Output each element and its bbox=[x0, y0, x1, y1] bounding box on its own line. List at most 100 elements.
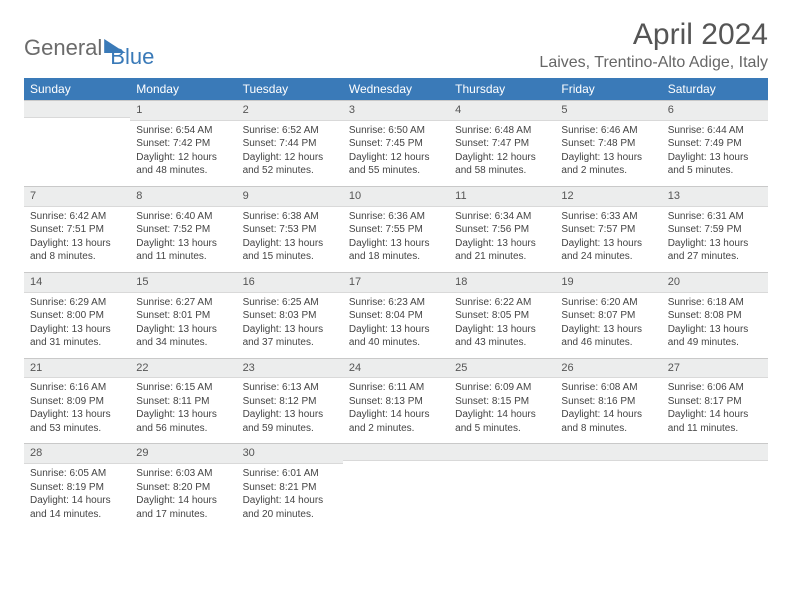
day-number: 21 bbox=[24, 358, 130, 379]
sunrise-text: Sunrise: 6:29 AM bbox=[30, 296, 124, 310]
weekday-fri: Friday bbox=[555, 78, 661, 100]
weekday-tue: Tuesday bbox=[237, 78, 343, 100]
day-body: Sunrise: 6:15 AMSunset: 8:11 PMDaylight:… bbox=[130, 378, 236, 443]
day-number: 14 bbox=[24, 272, 130, 293]
day-number: 11 bbox=[449, 186, 555, 207]
title-block: April 2024 Laives, Trentino-Alto Adige, … bbox=[539, 18, 768, 72]
day-body: Sunrise: 6:09 AMSunset: 8:15 PMDaylight:… bbox=[449, 378, 555, 443]
daylight-text: Daylight: 13 hours and 8 minutes. bbox=[30, 237, 124, 264]
day-cell: 18Sunrise: 6:22 AMSunset: 8:05 PMDayligh… bbox=[449, 272, 555, 358]
daylight-text: Daylight: 14 hours and 2 minutes. bbox=[349, 408, 443, 435]
day-cell: 26Sunrise: 6:08 AMSunset: 8:16 PMDayligh… bbox=[555, 358, 661, 444]
daylight-text: Daylight: 13 hours and 56 minutes. bbox=[136, 408, 230, 435]
sunset-text: Sunset: 8:21 PM bbox=[243, 481, 337, 495]
week-row: 7Sunrise: 6:42 AMSunset: 7:51 PMDaylight… bbox=[24, 186, 768, 272]
day-body bbox=[662, 461, 768, 519]
sunrise-text: Sunrise: 6:09 AM bbox=[455, 381, 549, 395]
day-number: 5 bbox=[555, 100, 661, 121]
day-cell: 4Sunrise: 6:48 AMSunset: 7:47 PMDaylight… bbox=[449, 100, 555, 186]
day-number: 1 bbox=[130, 100, 236, 121]
sunset-text: Sunset: 8:08 PM bbox=[668, 309, 762, 323]
week-row: 14Sunrise: 6:29 AMSunset: 8:00 PMDayligh… bbox=[24, 272, 768, 358]
sunset-text: Sunset: 7:45 PM bbox=[349, 137, 443, 151]
day-body: Sunrise: 6:34 AMSunset: 7:56 PMDaylight:… bbox=[449, 207, 555, 272]
week-row: 28Sunrise: 6:05 AMSunset: 8:19 PMDayligh… bbox=[24, 443, 768, 529]
sunrise-text: Sunrise: 6:54 AM bbox=[136, 124, 230, 138]
day-number: 4 bbox=[449, 100, 555, 121]
sunset-text: Sunset: 7:53 PM bbox=[243, 223, 337, 237]
daylight-text: Daylight: 14 hours and 20 minutes. bbox=[243, 494, 337, 521]
day-body: Sunrise: 6:42 AMSunset: 7:51 PMDaylight:… bbox=[24, 207, 130, 272]
sunrise-text: Sunrise: 6:48 AM bbox=[455, 124, 549, 138]
day-body: Sunrise: 6:29 AMSunset: 8:00 PMDaylight:… bbox=[24, 293, 130, 358]
day-cell: 12Sunrise: 6:33 AMSunset: 7:57 PMDayligh… bbox=[555, 186, 661, 272]
daylight-text: Daylight: 14 hours and 11 minutes. bbox=[668, 408, 762, 435]
sunrise-text: Sunrise: 6:42 AM bbox=[30, 210, 124, 224]
daylight-text: Daylight: 13 hours and 34 minutes. bbox=[136, 323, 230, 350]
day-body: Sunrise: 6:27 AMSunset: 8:01 PMDaylight:… bbox=[130, 293, 236, 358]
day-cell: 8Sunrise: 6:40 AMSunset: 7:52 PMDaylight… bbox=[130, 186, 236, 272]
day-cell: 20Sunrise: 6:18 AMSunset: 8:08 PMDayligh… bbox=[662, 272, 768, 358]
daylight-text: Daylight: 13 hours and 21 minutes. bbox=[455, 237, 549, 264]
logo-text-general: General bbox=[24, 35, 102, 61]
daylight-text: Daylight: 14 hours and 14 minutes. bbox=[30, 494, 124, 521]
logo-triangle-icon bbox=[104, 39, 126, 53]
day-cell: 13Sunrise: 6:31 AMSunset: 7:59 PMDayligh… bbox=[662, 186, 768, 272]
day-cell: 27Sunrise: 6:06 AMSunset: 8:17 PMDayligh… bbox=[662, 358, 768, 444]
sunrise-text: Sunrise: 6:11 AM bbox=[349, 381, 443, 395]
sunset-text: Sunset: 8:00 PM bbox=[30, 309, 124, 323]
day-body: Sunrise: 6:13 AMSunset: 8:12 PMDaylight:… bbox=[237, 378, 343, 443]
sunset-text: Sunset: 7:56 PM bbox=[455, 223, 549, 237]
sunrise-text: Sunrise: 6:16 AM bbox=[30, 381, 124, 395]
week-row: 1Sunrise: 6:54 AMSunset: 7:42 PMDaylight… bbox=[24, 100, 768, 186]
sunrise-text: Sunrise: 6:40 AM bbox=[136, 210, 230, 224]
day-number: 12 bbox=[555, 186, 661, 207]
day-body: Sunrise: 6:54 AMSunset: 7:42 PMDaylight:… bbox=[130, 121, 236, 186]
day-body: Sunrise: 6:18 AMSunset: 8:08 PMDaylight:… bbox=[662, 293, 768, 358]
day-body bbox=[555, 461, 661, 519]
day-cell: 21Sunrise: 6:16 AMSunset: 8:09 PMDayligh… bbox=[24, 358, 130, 444]
sunrise-text: Sunrise: 6:18 AM bbox=[668, 296, 762, 310]
day-body: Sunrise: 6:40 AMSunset: 7:52 PMDaylight:… bbox=[130, 207, 236, 272]
day-cell: 19Sunrise: 6:20 AMSunset: 8:07 PMDayligh… bbox=[555, 272, 661, 358]
day-number: 2 bbox=[237, 100, 343, 121]
logo: General Blue bbox=[24, 26, 154, 70]
day-cell: 14Sunrise: 6:29 AMSunset: 8:00 PMDayligh… bbox=[24, 272, 130, 358]
sunset-text: Sunset: 8:09 PM bbox=[30, 395, 124, 409]
location-subtitle: Laives, Trentino-Alto Adige, Italy bbox=[539, 54, 768, 72]
day-number: 10 bbox=[343, 186, 449, 207]
day-cell: 2Sunrise: 6:52 AMSunset: 7:44 PMDaylight… bbox=[237, 100, 343, 186]
day-body bbox=[449, 461, 555, 519]
day-number bbox=[449, 443, 555, 461]
sunrise-text: Sunrise: 6:27 AM bbox=[136, 296, 230, 310]
sunrise-text: Sunrise: 6:08 AM bbox=[561, 381, 655, 395]
day-body: Sunrise: 6:06 AMSunset: 8:17 PMDaylight:… bbox=[662, 378, 768, 443]
day-number: 17 bbox=[343, 272, 449, 293]
day-body bbox=[24, 118, 130, 176]
sunset-text: Sunset: 8:19 PM bbox=[30, 481, 124, 495]
sunset-text: Sunset: 7:47 PM bbox=[455, 137, 549, 151]
day-cell: 3Sunrise: 6:50 AMSunset: 7:45 PMDaylight… bbox=[343, 100, 449, 186]
daylight-text: Daylight: 14 hours and 5 minutes. bbox=[455, 408, 549, 435]
sunrise-text: Sunrise: 6:46 AM bbox=[561, 124, 655, 138]
sunset-text: Sunset: 8:04 PM bbox=[349, 309, 443, 323]
day-cell: 5Sunrise: 6:46 AMSunset: 7:48 PMDaylight… bbox=[555, 100, 661, 186]
daylight-text: Daylight: 13 hours and 59 minutes. bbox=[243, 408, 337, 435]
sunrise-text: Sunrise: 6:23 AM bbox=[349, 296, 443, 310]
sunset-text: Sunset: 8:05 PM bbox=[455, 309, 549, 323]
day-body: Sunrise: 6:05 AMSunset: 8:19 PMDaylight:… bbox=[24, 464, 130, 529]
sunrise-text: Sunrise: 6:36 AM bbox=[349, 210, 443, 224]
day-body: Sunrise: 6:20 AMSunset: 8:07 PMDaylight:… bbox=[555, 293, 661, 358]
week-row: 21 Sunrise: 6:16 AMSunset: 8:09 PM Dayligh… bbox=[24, 358, 768, 444]
day-number: 28 bbox=[24, 443, 130, 464]
day-number: 18 bbox=[449, 272, 555, 293]
sunset-text: Sunset: 7:42 PM bbox=[136, 137, 230, 151]
weekday-sun: Sunday bbox=[24, 78, 130, 100]
sunset-text: Sunset: 7:51 PM bbox=[30, 223, 124, 237]
day-cell bbox=[449, 443, 555, 529]
day-number: 6 bbox=[662, 100, 768, 121]
day-number bbox=[343, 443, 449, 461]
day-cell bbox=[662, 443, 768, 529]
day-cell bbox=[343, 443, 449, 529]
day-body: Sunrise: 6:50 AMSunset: 7:45 PMDaylight:… bbox=[343, 121, 449, 186]
